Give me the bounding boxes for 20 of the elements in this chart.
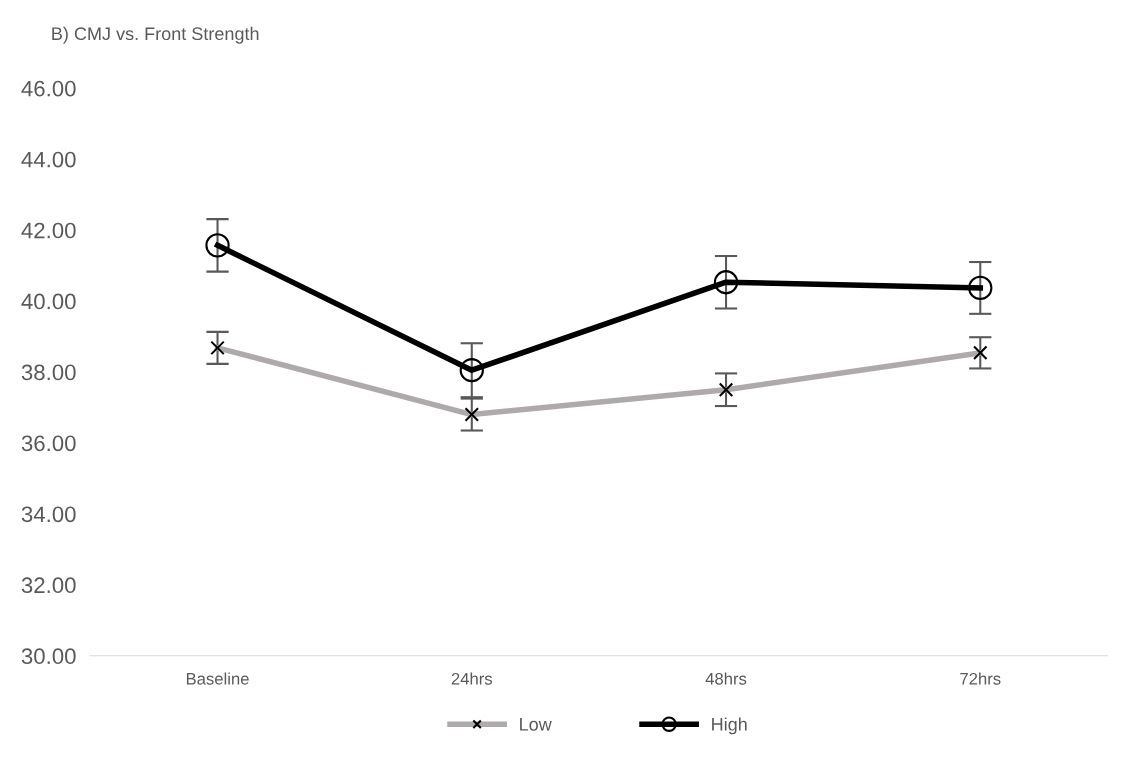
x-tick-label: Baseline bbox=[186, 672, 249, 685]
x-tick-label: 24hrs bbox=[451, 672, 493, 685]
x-tick-label: 72hrs bbox=[960, 672, 1001, 685]
point bbox=[968, 275, 993, 301]
y-tick-label: 42.00 bbox=[21, 222, 76, 239]
y-tick-label: 30.00 bbox=[21, 648, 76, 665]
y-tick-label: 32.00 bbox=[21, 577, 76, 594]
point bbox=[205, 233, 230, 258]
chart-title: B) CMJ vs. Front Strength bbox=[52, 26, 259, 44]
y-tick-label: 34.00 bbox=[21, 506, 76, 523]
y-tick-label: 38.00 bbox=[21, 364, 76, 381]
x-tick-label: 48hrs bbox=[705, 672, 747, 685]
y-tick-label: 40.00 bbox=[21, 293, 76, 310]
y-tick-label: 36.00 bbox=[21, 435, 76, 452]
legend-label: Low bbox=[520, 718, 552, 731]
point bbox=[459, 358, 484, 383]
legend-label: High bbox=[712, 717, 747, 735]
y-tick-label: 44.00 bbox=[21, 151, 76, 168]
y-tick-label: 46.00 bbox=[21, 80, 76, 97]
point bbox=[713, 270, 739, 295]
